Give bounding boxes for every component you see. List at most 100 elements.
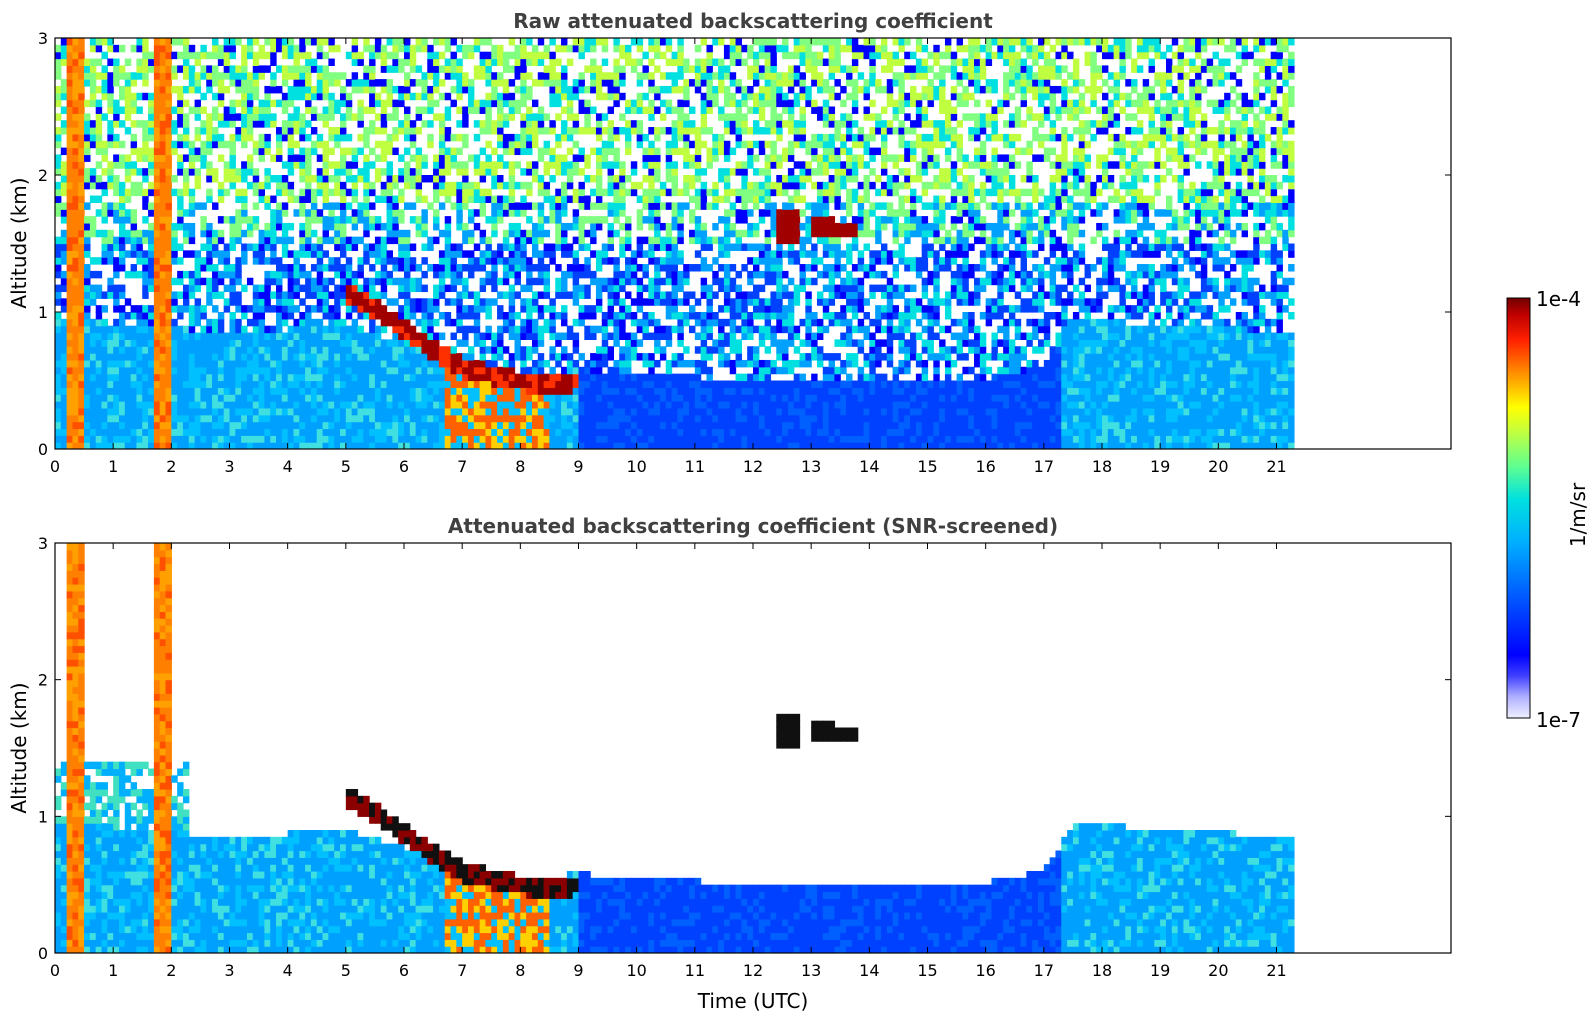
heatmap-cell [479,442,487,449]
heatmap-cell [130,236,138,245]
heatmap-cell [264,202,271,210]
heatmap-cell [438,65,446,73]
heatmap-cell [60,318,68,327]
heatmap-cell [340,209,347,217]
heatmap-cell [427,346,434,354]
heatmap-cell [630,401,638,409]
heatmap-cell [206,79,213,87]
heatmap-cell [293,366,300,375]
heatmap-cell [485,332,492,340]
heatmap-cell [374,305,382,313]
heatmap-cell [182,414,190,423]
heatmap-cell [409,243,417,251]
heatmap-cell [601,58,609,66]
heatmap-cell [485,72,492,80]
heatmap-cell [479,202,487,210]
heatmap-cell [369,387,376,395]
heatmap-cell [60,380,68,388]
heatmap-cell [95,318,103,327]
heatmap-cell [55,243,62,251]
heatmap-cell [497,312,504,320]
heatmap-cell [357,291,364,299]
heatmap-cell [101,366,108,375]
heatmap-cell [322,175,329,183]
heatmap-cell [450,401,457,409]
heatmap-cell [450,188,457,197]
heatmap-cell [72,222,79,231]
heatmap-cell [153,92,161,101]
heatmap-cell [456,380,463,388]
heatmap-cell [491,298,498,306]
heatmap-cell [182,305,190,313]
heatmap-cell [351,175,359,183]
heatmap-cell [677,72,684,80]
heatmap-cell [671,243,678,251]
heatmap-cell [374,270,382,279]
heatmap-cell [607,209,614,217]
heatmap-cell [246,79,254,87]
heatmap-cell [107,284,114,293]
heatmap-cell [241,120,248,128]
heatmap-cell [351,85,359,94]
heatmap-cell [689,359,696,368]
heatmap-cell [363,312,370,320]
heatmap-cell [363,250,370,258]
heatmap-cell [212,346,219,354]
heatmap-cell [630,428,638,436]
heatmap-cell [171,298,178,306]
heatmap-cell [369,407,376,416]
heatmap-cell [322,51,329,60]
heatmap-cell [357,394,364,402]
heatmap-cell [438,394,446,402]
heatmap-cell [491,181,498,190]
heatmap-cell [182,236,190,245]
heatmap-cell [60,353,68,361]
heatmap-cell [491,222,498,231]
heatmap-cell [217,85,225,94]
heatmap-cell [473,264,481,272]
heatmap-cell [415,284,423,293]
heatmap-cell [177,106,184,114]
heatmap-cell [229,147,236,156]
heatmap-cell [549,195,556,203]
heatmap-cell [212,428,219,436]
heatmap-cell [438,428,446,436]
heatmap-cell [270,175,277,183]
heatmap-cell [148,305,155,313]
heatmap-cell [555,99,562,108]
heatmap-cell [322,113,329,121]
heatmap-cell [613,332,620,340]
heatmap-cell [462,72,469,80]
heatmap-cell [409,407,417,416]
heatmap-cell [642,195,649,203]
heatmap-cell [485,65,492,73]
heatmap-cell [497,92,504,101]
heatmap-cell [142,127,149,135]
heatmap-cell [153,312,161,320]
heatmap-cell [462,120,469,128]
heatmap-cell [264,373,271,382]
heatmap-cell [206,353,213,361]
heatmap-cell [613,209,620,217]
heatmap-cell [153,65,161,73]
heatmap-cell [555,222,562,231]
heatmap-cell [438,366,446,375]
heatmap-cell [427,435,434,443]
heatmap-cell [578,72,585,80]
heatmap-cell [305,229,312,238]
heatmap-cell [252,113,260,121]
heatmap-cell [357,168,364,176]
heatmap-cell [177,332,184,340]
heatmap-cell [531,366,539,375]
heatmap-cell [171,257,178,265]
heatmap-cell [386,442,393,449]
heatmap-cell [444,236,452,245]
heatmap-cell [479,401,487,409]
heatmap-cell [72,195,79,203]
heatmap-cell [578,366,585,375]
heatmap-cell [456,421,463,430]
heatmap-cell [421,332,428,340]
heatmap-cell [369,339,376,347]
heatmap-cell [398,373,405,382]
heatmap-cell [386,181,393,190]
